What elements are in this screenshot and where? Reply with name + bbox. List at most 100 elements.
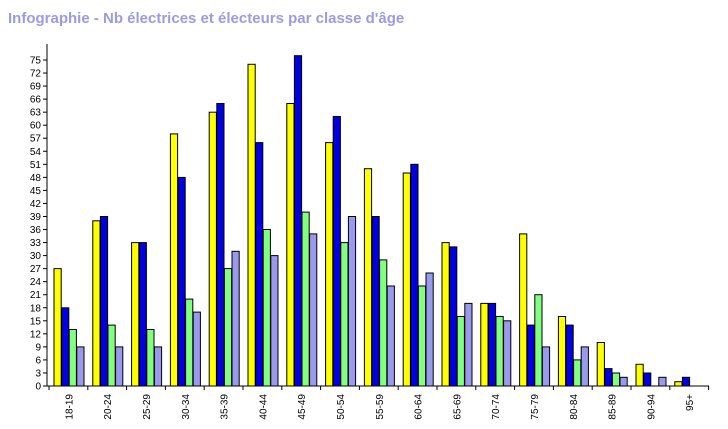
bar-55-59-s3	[379, 259, 388, 387]
x-category-label: 95+	[685, 394, 696, 411]
y-tick-label: 66	[30, 95, 42, 106]
bar-55-59-s2	[371, 216, 380, 387]
bar-30-34-s3	[185, 298, 194, 387]
y-tick-label: 36	[30, 225, 42, 236]
x-category-label: 80-84	[569, 394, 580, 420]
bar-85-89-s2	[604, 368, 613, 387]
y-axis: 0369121518212427303336394245485154576063…	[30, 44, 48, 393]
y-tick-label: 3	[35, 368, 41, 379]
bar-90-94-s1	[635, 363, 644, 387]
y-tick-label: 72	[30, 69, 42, 80]
y-tick-label: 24	[30, 277, 42, 288]
x-category-label: 45-49	[297, 394, 308, 420]
x-category-label: 25-29	[142, 394, 153, 420]
bar-85-89-s1	[596, 342, 605, 387]
bar-70-74-s2	[487, 302, 497, 387]
bar-30-34-s4	[192, 311, 201, 387]
x-category-label: 55-59	[375, 394, 386, 420]
bar-85-89-s3	[611, 372, 621, 387]
bar-75-79-s1	[519, 233, 528, 387]
bar-60-64-s1	[402, 172, 411, 387]
bar-60-64-s3	[417, 285, 427, 387]
y-tick-label: 15	[30, 316, 42, 327]
y-tick-label: 63	[30, 108, 42, 119]
y-tick-label: 57	[30, 134, 42, 145]
y-tick-label: 54	[30, 147, 42, 158]
bar-90-94-s4	[658, 376, 667, 387]
y-tick-label: 69	[30, 82, 42, 93]
bar-60-64-s2	[410, 163, 419, 387]
bar-20-24-s1	[92, 220, 101, 387]
bar-20-24-s4	[115, 346, 124, 387]
y-tick-label: 12	[30, 329, 42, 340]
bar-18-19-s4	[76, 346, 85, 387]
bar-95+-s1	[674, 381, 683, 387]
bar-45-49-s4	[309, 233, 318, 387]
y-tick-label: 48	[30, 173, 42, 184]
bar-60-64-s4	[425, 272, 434, 387]
y-tick-label: 51	[30, 160, 42, 171]
bar-70-74-s4	[503, 320, 512, 387]
x-axis: 18-19 20-24 25-29 30-34 35-39 40-44 45-49 50-54…	[47, 385, 710, 420]
bar-40-44-s3	[262, 229, 271, 387]
x-category-label: 70-74	[491, 394, 502, 420]
y-tick-label: 6	[35, 355, 41, 366]
x-category-label: 85-89	[608, 394, 619, 420]
x-category-label: 50-54	[336, 394, 347, 420]
x-category-label: 20-24	[103, 394, 114, 420]
bar-25-29-s1	[131, 242, 140, 387]
bar-35-39-s4	[231, 250, 240, 387]
bar-80-84-s1	[557, 316, 567, 387]
bar-20-24-s2	[99, 216, 109, 387]
bar-35-39-s1	[208, 111, 217, 387]
bar-75-79-s3	[534, 294, 543, 387]
bar-20-24-s3	[107, 324, 116, 387]
x-category-label: 40-44	[258, 394, 269, 420]
y-tick-label: 60	[30, 121, 42, 132]
bar-40-44-s1	[247, 63, 256, 387]
chart-title: Infographie - Nb électrices et électeurs…	[8, 10, 405, 27]
x-category-label: 60-64	[414, 394, 425, 420]
bar-55-59-s4	[386, 285, 395, 387]
y-tick-label: 42	[30, 199, 42, 210]
bar-25-29-s4	[153, 346, 163, 387]
bar-50-54-s1	[325, 142, 334, 387]
bar-50-54-s2	[332, 116, 341, 387]
bar-70-74-s3	[495, 316, 504, 387]
y-tick-label: 0	[35, 382, 41, 393]
bar-65-69-s3	[456, 316, 465, 387]
bar-30-34-s2	[177, 176, 186, 387]
y-tick-label: 39	[30, 212, 42, 223]
bar-40-44-s2	[255, 142, 264, 387]
y-tick-label: 21	[30, 290, 42, 301]
bar-85-89-s4	[619, 376, 628, 387]
bar-70-74-s1	[480, 302, 489, 387]
bar-65-69-s2	[449, 246, 458, 387]
y-tick-label: 45	[30, 186, 42, 197]
bar-18-19-s3	[68, 329, 77, 387]
x-category-label: 65-69	[452, 394, 463, 420]
bar-35-39-s2	[216, 103, 225, 387]
bar-25-29-s2	[138, 242, 147, 387]
y-tick-label: 27	[30, 264, 42, 275]
bar-80-84-s4	[580, 346, 589, 387]
bar-50-54-s3	[340, 242, 349, 387]
bar-50-54-s4	[347, 216, 357, 387]
bar-65-69-s4	[464, 302, 473, 387]
bar-45-49-s2	[293, 55, 303, 387]
bars-layer	[53, 55, 691, 387]
x-category-label: 75-79	[530, 394, 541, 420]
bar-75-79-s2	[526, 324, 535, 387]
y-tick-label: 33	[30, 238, 42, 249]
bar-35-39-s3	[223, 268, 233, 387]
bar-75-79-s4	[541, 346, 551, 387]
bar-45-49-s3	[301, 211, 310, 387]
bar-55-59-s1	[363, 168, 373, 387]
y-tick-label: 30	[30, 251, 42, 262]
y-tick-label: 75	[30, 56, 42, 67]
bar-18-19-s2	[61, 307, 70, 387]
bar-95+-s2	[681, 376, 691, 387]
bar-80-84-s3	[573, 359, 582, 387]
bar-25-29-s3	[146, 329, 155, 387]
